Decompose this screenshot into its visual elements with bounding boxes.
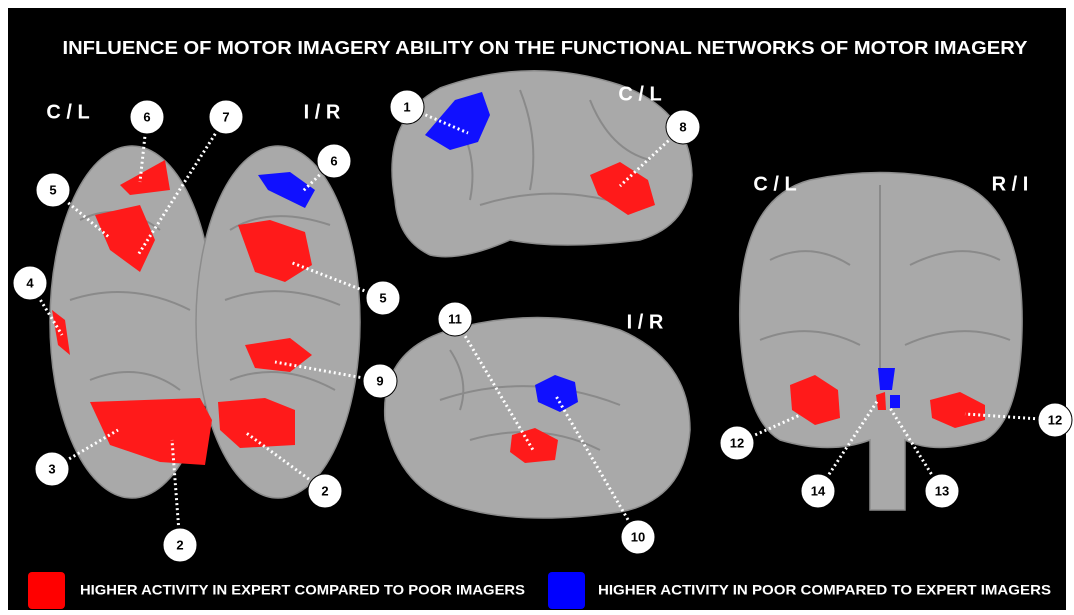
callout-number: 7	[222, 109, 229, 124]
orientation-label: I / R	[304, 101, 341, 123]
callout-number: 14	[811, 483, 826, 498]
figure: INFLUENCE OF MOTOR IMAGERY ABILITY ON TH…	[0, 0, 1074, 615]
callout-number: 5	[379, 290, 386, 305]
orientation-label: R / I	[992, 173, 1029, 195]
callout-number: 3	[48, 461, 55, 476]
legend-label: HIGHER ACTIVITY IN POOR COMPARED TO EXPE…	[598, 582, 1051, 598]
orientation-label: C / L	[618, 83, 661, 105]
callout-number: 9	[376, 373, 383, 388]
callout-number: 12	[1048, 412, 1062, 427]
orientation-label: I / R	[627, 311, 664, 333]
callout-number: 13	[935, 483, 949, 498]
legend-swatch	[548, 572, 585, 609]
callout-number: 2	[321, 483, 328, 498]
orientation-label: C / L	[46, 101, 89, 123]
callout-number: 1	[403, 99, 410, 114]
legend-label: HIGHER ACTIVITY IN EXPERT COMPARED TO PO…	[80, 582, 525, 598]
figure-title: INFLUENCE OF MOTOR IMAGERY ABILITY ON TH…	[63, 38, 1028, 58]
callout-number: 12	[730, 435, 744, 450]
callout-number: 8	[679, 119, 686, 134]
brain-medial-view	[385, 318, 690, 519]
callout-number: 5	[49, 182, 56, 197]
callout-number: 6	[143, 109, 150, 124]
callout-number: 6	[330, 153, 337, 168]
callout-number: 4	[26, 275, 34, 290]
callout-number: 11	[448, 311, 462, 326]
callout-number: 10	[631, 529, 645, 544]
callout-number: 2	[176, 537, 183, 552]
orientation-label: C / L	[753, 173, 796, 195]
legend-swatch	[28, 572, 65, 609]
